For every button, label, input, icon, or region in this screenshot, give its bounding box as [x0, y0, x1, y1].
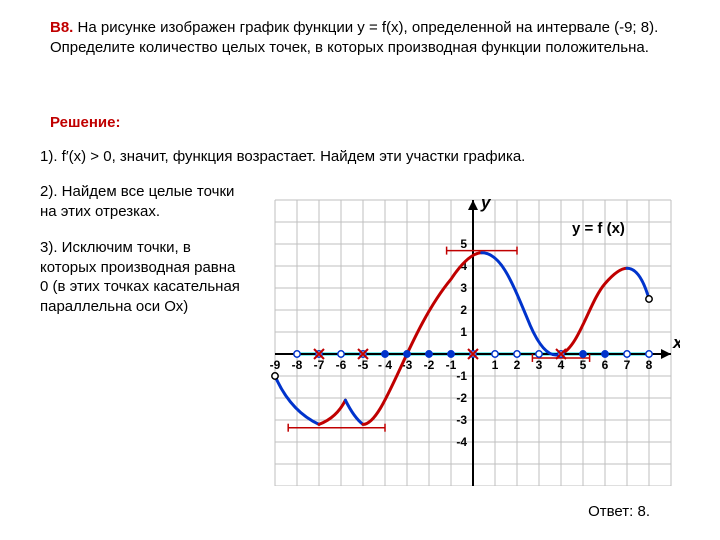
problem-label: В8. — [50, 19, 73, 36]
svg-text:-1: -1 — [456, 369, 467, 383]
svg-text:-8: -8 — [292, 358, 303, 372]
svg-text:-2: -2 — [424, 358, 435, 372]
svg-text:3: 3 — [460, 281, 467, 295]
svg-text:1: 1 — [492, 358, 499, 372]
svg-text:8: 8 — [646, 358, 653, 372]
svg-text:1: 1 — [460, 325, 467, 339]
step-2: 2). Найдем все целые точки на этих отрез… — [40, 182, 240, 221]
problem-body: На рисунке изображен график функции y = … — [50, 19, 658, 56]
function-chart: xy-9-8-7-6-5- 4-3-2-112345678-4-3-2-1123… — [258, 186, 680, 486]
svg-text:3: 3 — [536, 358, 543, 372]
svg-text:-1: -1 — [446, 358, 457, 372]
chart-svg: xy-9-8-7-6-5- 4-3-2-112345678-4-3-2-1123… — [258, 186, 680, 486]
svg-text:y = f (x): y = f (x) — [572, 220, 625, 237]
svg-text:5: 5 — [580, 358, 587, 372]
svg-text:4: 4 — [558, 358, 565, 372]
svg-text:y: y — [480, 193, 492, 212]
svg-text:2: 2 — [514, 358, 521, 372]
svg-text:-9: -9 — [270, 358, 281, 372]
step-1: 1). f′(x) > 0, значит, функция возрастае… — [40, 148, 680, 165]
problem-text: В8. На рисунке изображен график функции … — [50, 18, 680, 59]
svg-text:- 4: - 4 — [378, 358, 392, 372]
svg-text:-4: -4 — [456, 435, 467, 449]
svg-text:-5: -5 — [358, 358, 369, 372]
step-3: 3). Исключим точки, в которых производна… — [40, 238, 240, 316]
svg-text:x: x — [672, 333, 680, 352]
svg-text:5: 5 — [460, 237, 467, 251]
solution-heading: Решение: — [50, 114, 120, 131]
svg-text:7: 7 — [624, 358, 631, 372]
svg-text:-3: -3 — [456, 413, 467, 427]
svg-text:-2: -2 — [456, 391, 467, 405]
svg-text:6: 6 — [602, 358, 609, 372]
answer-text: Ответ: 8. — [588, 503, 650, 520]
svg-text:-7: -7 — [314, 358, 325, 372]
svg-text:-6: -6 — [336, 358, 347, 372]
svg-text:2: 2 — [460, 303, 467, 317]
